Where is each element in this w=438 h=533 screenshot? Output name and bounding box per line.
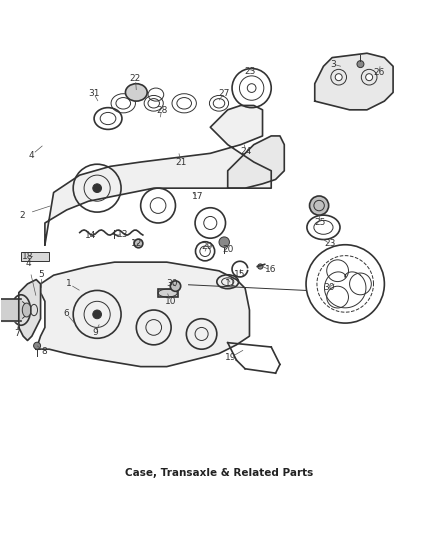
Polygon shape [315,53,393,110]
Text: 28: 28 [156,106,167,115]
Circle shape [170,281,181,292]
Circle shape [34,342,41,349]
Text: 9: 9 [92,328,98,337]
Text: 30: 30 [166,279,178,287]
Polygon shape [19,279,41,341]
Text: 15: 15 [234,270,246,279]
Polygon shape [228,136,284,188]
Text: 6: 6 [63,309,69,318]
Text: 8: 8 [41,347,47,356]
Text: 19: 19 [226,352,237,361]
Text: 27: 27 [219,89,230,98]
Text: 18: 18 [22,252,33,261]
Circle shape [258,264,263,269]
Text: 16: 16 [265,265,276,274]
Polygon shape [1,299,21,321]
Text: Case, Transaxle & Related Parts: Case, Transaxle & Related Parts [125,467,313,478]
Text: 20: 20 [222,245,233,254]
Polygon shape [45,106,271,245]
Text: 24: 24 [240,147,251,156]
Circle shape [219,237,230,247]
Circle shape [357,61,364,68]
Circle shape [93,310,102,319]
Ellipse shape [22,303,31,317]
Text: 4: 4 [25,259,31,268]
Text: 10: 10 [165,297,176,306]
Text: 5: 5 [39,270,44,279]
Text: 12: 12 [131,239,142,248]
Circle shape [93,184,102,192]
Circle shape [310,196,328,215]
Text: 26: 26 [374,68,385,77]
Text: 13: 13 [117,230,128,239]
Text: 22: 22 [130,74,141,83]
Text: 7: 7 [14,329,20,338]
Bar [158,289,178,297]
Text: 23: 23 [324,239,336,248]
Circle shape [335,74,342,80]
Text: 23: 23 [245,67,256,76]
Text: 31: 31 [88,89,99,98]
Text: 4: 4 [28,151,34,160]
Text: 25: 25 [314,219,326,228]
Text: 29: 29 [201,243,212,252]
Ellipse shape [125,84,147,101]
Circle shape [134,239,143,248]
Circle shape [366,74,373,80]
Text: 14: 14 [85,231,96,240]
Text: 2: 2 [19,211,25,220]
Text: 30: 30 [323,283,335,292]
Text: 21: 21 [175,158,187,166]
Text: 1: 1 [66,279,72,288]
Text: 11: 11 [226,279,237,288]
Bar [21,252,49,261]
Polygon shape [36,262,250,367]
Text: 17: 17 [191,192,203,201]
Text: 3: 3 [330,60,336,69]
